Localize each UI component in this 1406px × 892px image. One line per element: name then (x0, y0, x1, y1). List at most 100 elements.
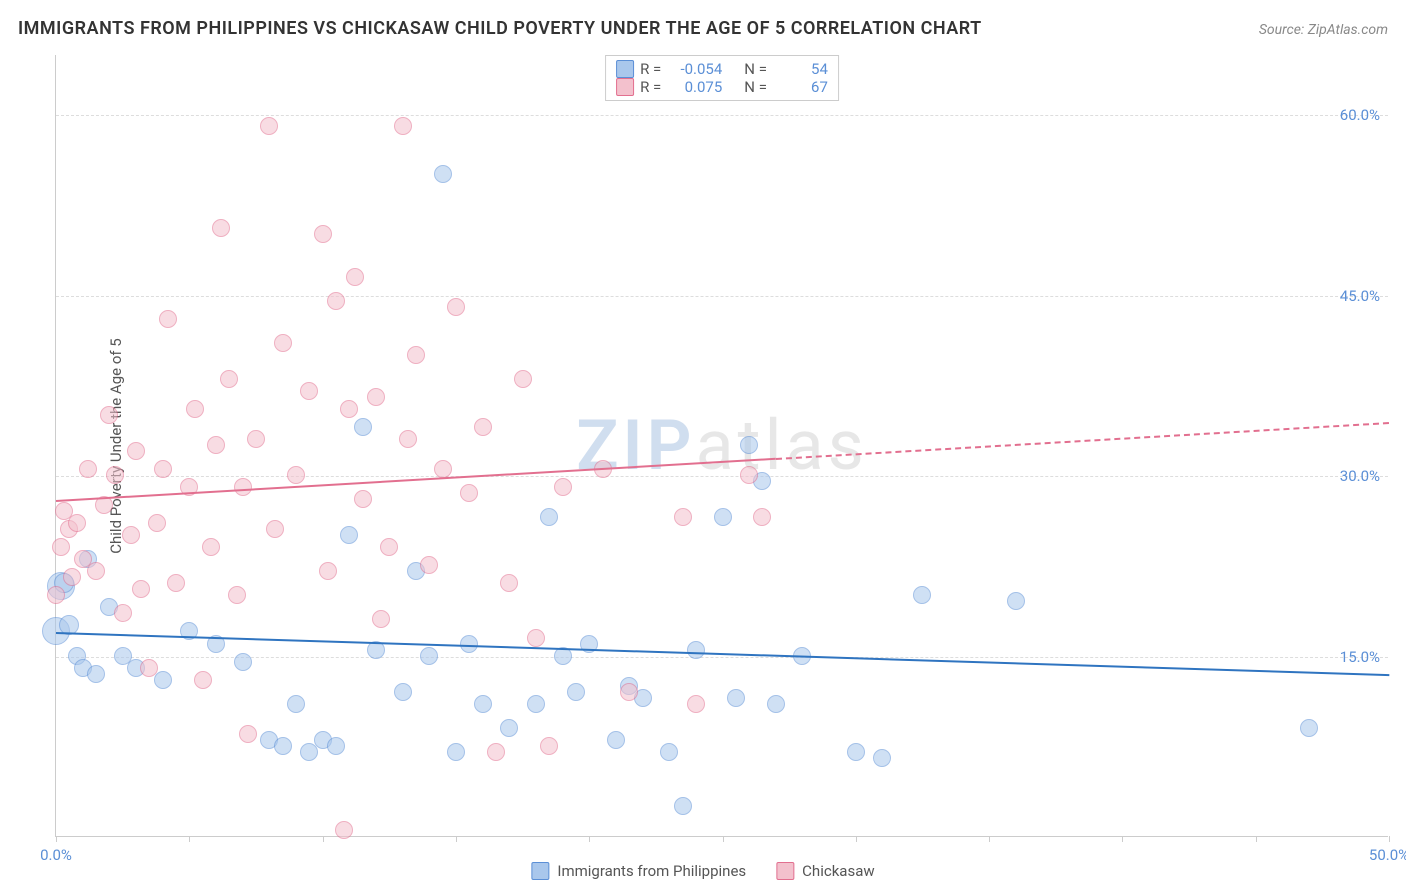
data-point (287, 695, 305, 713)
data-point (607, 731, 625, 749)
data-point (460, 484, 478, 502)
y-tick-label: 30.0% (1340, 467, 1380, 485)
x-tick (1256, 836, 1257, 842)
legend-item: Immigrants from Philippines (531, 862, 746, 880)
data-point (239, 725, 257, 743)
data-point (394, 683, 412, 701)
data-point (354, 418, 372, 436)
data-point (314, 225, 332, 243)
data-point (220, 370, 238, 388)
data-point (399, 430, 417, 448)
data-point (740, 466, 758, 484)
data-point (727, 689, 745, 707)
data-point (212, 219, 230, 237)
data-point (340, 526, 358, 544)
data-point (335, 821, 353, 839)
trend-line (776, 422, 1389, 460)
swatch-icon (616, 60, 634, 78)
data-point (767, 695, 785, 713)
data-point (154, 671, 172, 689)
data-point (567, 683, 585, 701)
chart-header: IMMIGRANTS FROM PHILIPPINES VS CHICKASAW… (18, 18, 1388, 39)
data-point (674, 797, 692, 815)
data-point (327, 292, 345, 310)
x-tick (589, 836, 590, 842)
x-tick (989, 836, 990, 842)
scatter-plot: ZIPatlas R = -0.054 N = 54 R = 0.075 N =… (55, 55, 1388, 837)
data-point (140, 659, 158, 677)
data-point (340, 400, 358, 418)
gridline (56, 115, 1388, 116)
x-tick (189, 836, 190, 842)
data-point (407, 346, 425, 364)
data-point (687, 641, 705, 659)
data-point (620, 683, 638, 701)
data-point (873, 749, 891, 767)
data-point (367, 388, 385, 406)
data-point (114, 604, 132, 622)
data-point (674, 508, 692, 526)
data-point (687, 695, 705, 713)
data-point (68, 514, 86, 532)
data-point (474, 695, 492, 713)
data-point (234, 653, 252, 671)
data-point (514, 370, 532, 388)
series-legend: Immigrants from Philippines Chickasaw (531, 862, 874, 880)
y-tick-label: 15.0% (1340, 648, 1380, 666)
data-point (540, 737, 558, 755)
x-tick (323, 836, 324, 842)
data-point (354, 490, 372, 508)
data-point (87, 562, 105, 580)
data-point (1300, 719, 1318, 737)
swatch-icon (776, 862, 794, 880)
data-point (234, 478, 252, 496)
y-tick-label: 45.0% (1340, 287, 1380, 305)
data-point (554, 478, 572, 496)
data-point (100, 406, 118, 424)
chart-title: IMMIGRANTS FROM PHILIPPINES VS CHICKASAW… (18, 18, 982, 39)
data-point (1007, 592, 1025, 610)
swatch-icon (531, 862, 549, 880)
legend-row: R = 0.075 N = 67 (616, 78, 828, 96)
data-point (500, 719, 518, 737)
data-point (434, 460, 452, 478)
trend-line (56, 632, 1389, 676)
legend-row: R = -0.054 N = 54 (616, 60, 828, 78)
data-point (52, 538, 70, 556)
data-point (266, 520, 284, 538)
data-point (228, 586, 246, 604)
data-point (447, 743, 465, 761)
gridline (56, 296, 1388, 297)
data-point (274, 737, 292, 755)
x-tick (723, 836, 724, 842)
data-point (714, 508, 732, 526)
data-point (540, 508, 558, 526)
data-point (346, 268, 364, 286)
data-point (106, 466, 124, 484)
x-tick (1122, 836, 1123, 842)
data-point (380, 538, 398, 556)
data-point (154, 460, 172, 478)
watermark: ZIPatlas (576, 405, 868, 487)
data-point (167, 574, 185, 592)
data-point (207, 436, 225, 454)
x-tick (1389, 836, 1390, 842)
data-point (753, 508, 771, 526)
data-point (132, 580, 150, 598)
gridline (56, 476, 1388, 477)
data-point (87, 665, 105, 683)
data-point (372, 610, 390, 628)
gridline (56, 657, 1388, 658)
data-point (527, 629, 545, 647)
data-point (202, 538, 220, 556)
data-point (660, 743, 678, 761)
x-tick (856, 836, 857, 842)
data-point (47, 586, 65, 604)
data-point (122, 526, 140, 544)
x-tick (56, 836, 57, 842)
data-point (913, 586, 931, 604)
source-label: Source: ZipAtlas.com (1259, 22, 1388, 38)
data-point (79, 460, 97, 478)
data-point (474, 418, 492, 436)
data-point (327, 737, 345, 755)
